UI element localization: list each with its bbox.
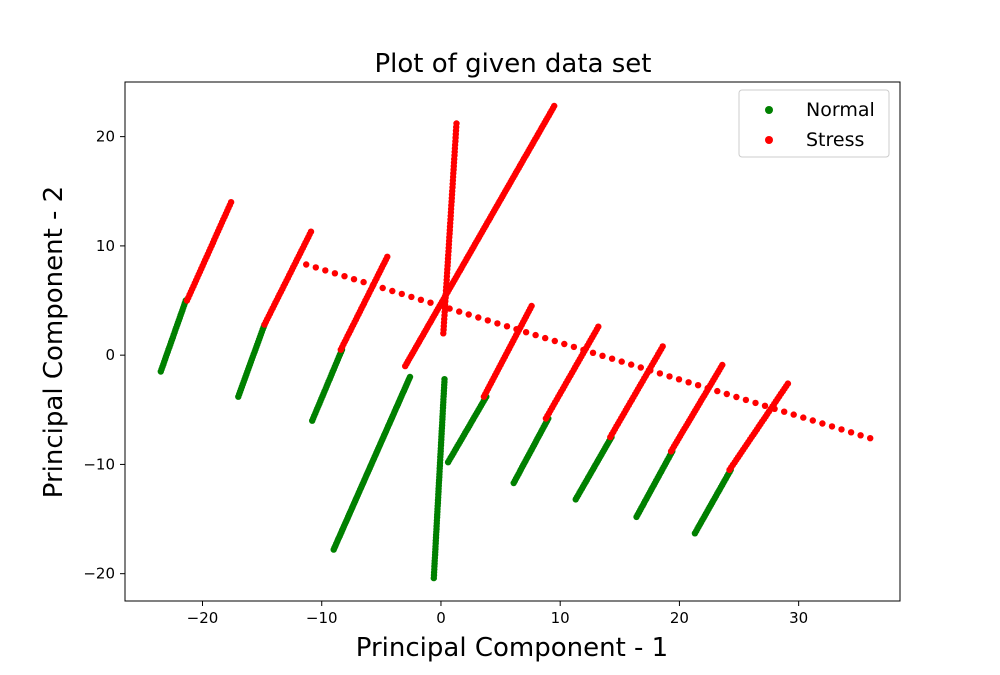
data-point-stress-5-30 — [589, 349, 597, 356]
data-point-stress-3-109 — [551, 102, 558, 110]
data-point-stress-5-32 — [608, 355, 616, 362]
data-point-stress-5-45 — [733, 393, 740, 401]
data-point-stress-6-34 — [528, 302, 535, 310]
data-point-stress-9-34 — [719, 361, 726, 369]
data-point-stress-5-4 — [341, 273, 348, 280]
data-point-stress-5-40 — [685, 379, 692, 386]
data-point-stress-5-1 — [312, 264, 319, 271]
data-point-normal-4-69 — [441, 376, 448, 383]
y-tick-label: −20 — [83, 565, 115, 583]
data-points — [157, 102, 874, 582]
data-point-stress-5-9 — [389, 287, 396, 295]
data-point-stress-5-0 — [303, 261, 310, 268]
data-point-stress-5-19 — [484, 317, 491, 324]
legend: Normal Stress — [738, 89, 890, 158]
data-point-stress-5-15 — [446, 305, 453, 312]
data-point-stress-5-55 — [828, 423, 836, 430]
data-point-stress-5-47 — [752, 399, 759, 407]
y-tick-label: 20 — [96, 128, 115, 146]
data-point-stress-5-39 — [675, 376, 683, 383]
y-axis-ticks: −20 −10 0 10 20 — [83, 128, 125, 583]
data-point-stress-5-11 — [408, 293, 415, 301]
data-point-stress-5-13 — [427, 299, 434, 306]
data-point-stress-5-17 — [465, 311, 472, 318]
data-point-stress-1-34 — [307, 228, 315, 235]
data-point-stress-5-10 — [398, 290, 405, 298]
data-point-stress-5-27 — [561, 340, 568, 348]
data-point-stress-5-34 — [628, 361, 635, 368]
data-point-stress-0-34 — [227, 199, 235, 206]
chart-title: Plot of given data set — [374, 49, 651, 79]
x-tick-label: 20 — [670, 609, 689, 627]
legend-label-stress: Stress — [806, 129, 864, 151]
x-tick-label: −10 — [306, 609, 338, 627]
data-point-stress-5-24 — [532, 331, 539, 339]
data-point-stress-5-44 — [723, 390, 730, 398]
plot-area-frame — [124, 81, 901, 602]
data-point-stress-5-33 — [618, 358, 625, 365]
x-tick-label: −20 — [187, 609, 219, 627]
data-point-stress-5-31 — [599, 352, 606, 359]
x-axis-ticks: −20 −10 0 10 20 30 — [187, 601, 808, 627]
legend-label-normal: Normal — [806, 99, 875, 121]
data-point-stress-5-5 — [350, 276, 358, 283]
data-point-stress-5-3 — [331, 270, 339, 277]
data-point-stress-5-48 — [761, 402, 769, 409]
data-point-stress-5-51 — [790, 411, 797, 418]
y-tick-label: −10 — [83, 455, 115, 473]
data-point-stress-5-38 — [666, 373, 673, 380]
data-point-stress-5-8 — [379, 284, 386, 292]
data-point-stress-5-6 — [360, 278, 367, 286]
x-axis-label: Principal Component - 1 — [356, 633, 668, 663]
data-point-stress-5-57 — [847, 429, 855, 436]
x-tick-label: 10 — [551, 609, 570, 627]
data-point-stress-5-26 — [551, 337, 558, 345]
data-point-stress-5-43 — [714, 387, 721, 395]
data-point-stress-2-34 — [384, 253, 391, 260]
data-point-stress-5-41 — [694, 382, 702, 389]
data-point-stress-5-46 — [742, 396, 750, 404]
data-point-stress-5-12 — [417, 296, 425, 303]
data-point-stress-5-59 — [867, 435, 874, 442]
data-point-stress-5-53 — [809, 417, 816, 424]
data-point-stress-7-34 — [595, 323, 602, 330]
data-point-stress-5-37 — [656, 370, 664, 377]
data-point-stress-5-14 — [436, 302, 444, 309]
data-point-stress-5-2 — [322, 267, 329, 274]
data-point-stress-5-35 — [637, 364, 644, 371]
data-point-stress-5-50 — [781, 408, 788, 415]
data-point-stress-5-23 — [522, 329, 530, 336]
data-point-stress-8-34 — [659, 343, 666, 350]
x-tick-label: 30 — [789, 609, 808, 627]
data-point-normal-3-89 — [406, 373, 414, 381]
data-point-stress-5-28 — [570, 343, 578, 351]
data-point-stress-5-21 — [503, 323, 511, 330]
y-tick-label: 0 — [105, 346, 115, 364]
y-tick-label: 10 — [96, 237, 115, 255]
data-point-stress-5-54 — [819, 420, 826, 427]
legend-marker-normal — [765, 106, 773, 114]
legend-box — [738, 89, 890, 158]
data-point-stress-5-7 — [369, 281, 377, 289]
data-point-stress-5-58 — [857, 432, 864, 439]
data-point-stress-5-52 — [800, 414, 807, 421]
legend-marker-stress — [765, 136, 773, 144]
data-point-stress-10-34 — [784, 380, 792, 387]
y-axis-label: Principal Component - 2 — [39, 186, 69, 498]
data-point-stress-4-59 — [453, 120, 460, 127]
data-point-stress-5-16 — [456, 308, 463, 315]
data-point-stress-5-56 — [838, 426, 845, 433]
x-tick-label: 0 — [436, 609, 446, 627]
data-point-stress-5-20 — [494, 320, 501, 327]
data-point-stress-5-18 — [475, 314, 482, 321]
data-point-stress-5-25 — [542, 334, 549, 342]
